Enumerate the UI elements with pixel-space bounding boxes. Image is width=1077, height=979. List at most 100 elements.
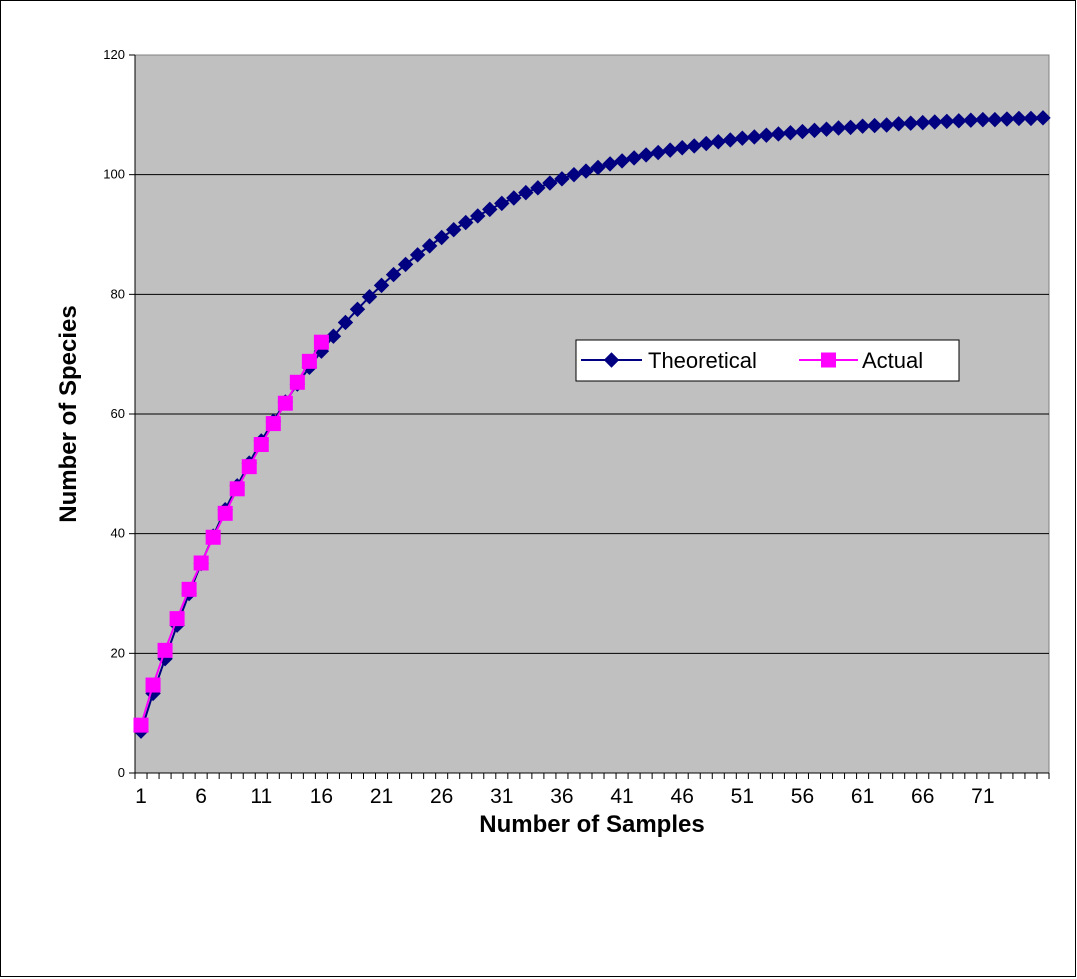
theoretical-point <box>361 289 378 305</box>
y-tick-label: 120 <box>103 47 125 62</box>
theoretical-point <box>542 175 558 191</box>
y-tick-label: 100 <box>103 167 125 182</box>
y-axis-title: Number of Species <box>55 305 82 522</box>
theoretical-point <box>722 132 739 148</box>
actual-point <box>229 481 245 497</box>
actual-point <box>301 353 317 369</box>
x-tick-label: 66 <box>911 785 934 808</box>
x-tick-label: 31 <box>490 785 513 808</box>
theoretical-point <box>506 190 522 206</box>
theoretical-point <box>409 247 426 263</box>
theoretical-point <box>939 113 955 130</box>
theoretical-point <box>710 134 726 150</box>
theoretical-point <box>746 129 763 145</box>
actual-point <box>253 437 269 453</box>
theoretical-point <box>445 222 462 238</box>
legend-item-theoretical: Theoretical <box>581 348 757 373</box>
legend: Theoretical Actual <box>575 339 960 382</box>
theoretical-point <box>915 114 931 131</box>
y-tick-label: 0 <box>118 765 125 780</box>
actual-point <box>205 529 221 545</box>
actual-point <box>193 555 209 571</box>
theoretical-point <box>458 214 474 231</box>
x-tick-label: 11 <box>250 785 272 808</box>
legend-label: Theoretical <box>648 348 757 373</box>
actual-point <box>277 395 293 411</box>
theoretical-point <box>325 328 342 344</box>
theoretical-point <box>782 125 799 141</box>
theoretical-point <box>698 135 714 152</box>
theoretical-point <box>866 117 883 134</box>
theoretical-point <box>349 301 366 317</box>
theoretical-point <box>734 130 751 146</box>
theoretical-point <box>927 114 943 130</box>
theoretical-point <box>482 201 498 218</box>
x-tick-label: 6 <box>195 785 207 808</box>
legend-marker <box>821 352 836 368</box>
y-tick-label: 60 <box>111 406 125 421</box>
theoretical-point <box>902 115 919 131</box>
gridlines <box>135 174 1049 654</box>
theoretical-point <box>770 126 787 142</box>
theoretical-point <box>818 121 835 137</box>
actual-point <box>169 611 185 627</box>
actual-point <box>289 374 305 390</box>
theoretical-point <box>566 166 582 183</box>
x-tick-label: 41 <box>610 785 633 808</box>
actual-point <box>133 717 149 733</box>
theoretical-point <box>1035 110 1051 126</box>
x-tick-label: 1 <box>135 785 147 808</box>
series-layer <box>133 110 1051 739</box>
actual-point <box>241 459 257 475</box>
axes <box>129 54 1050 779</box>
x-tick-label: 21 <box>370 785 393 808</box>
theoretical-point <box>494 195 510 212</box>
x-tick-label: 36 <box>550 785 573 808</box>
theoretical-point <box>842 119 859 136</box>
theoretical-point <box>806 122 823 139</box>
theoretical-point <box>614 153 630 169</box>
theoretical-point <box>530 180 546 196</box>
x-tick-label: 26 <box>430 785 453 808</box>
theoretical-point <box>554 171 570 187</box>
theoretical-point <box>373 277 390 294</box>
theoretical-point <box>518 184 534 201</box>
x-tick-label: 16 <box>310 785 333 808</box>
x-tick-label: 56 <box>791 785 814 808</box>
theoretical-point <box>830 120 847 136</box>
actual-point <box>157 642 173 658</box>
theoretical-point <box>433 229 450 246</box>
x-tick-label: 51 <box>731 785 754 808</box>
x-tick-labels: 1 6 11 16 21 26 31 36 41 46 51 56 61 66 71 <box>135 785 994 808</box>
theoretical-point <box>385 266 402 283</box>
y-tick-label: 80 <box>111 286 125 301</box>
theoretical-point <box>397 256 414 273</box>
theoretical-point <box>590 159 606 176</box>
x-axis-title: Number of Samples <box>479 811 704 838</box>
theoretical-point <box>674 140 690 156</box>
theoretical-point <box>987 111 1003 128</box>
theoretical-point <box>1023 110 1039 127</box>
theoretical-point <box>758 127 775 143</box>
theoretical-point <box>794 123 811 140</box>
legend-item-actual: Actual <box>799 348 923 373</box>
theoretical-point <box>602 156 618 172</box>
legend-label: Actual <box>862 348 923 373</box>
theoretical-point <box>878 117 895 133</box>
theoretical-point <box>578 163 594 179</box>
actual-point <box>145 677 161 693</box>
theoretical-point <box>1011 110 1027 127</box>
y-tick-label: 40 <box>111 526 125 541</box>
actual-point <box>313 334 329 350</box>
theoretical-point <box>963 112 979 128</box>
x-tick-label: 61 <box>851 785 874 808</box>
actual-point <box>181 581 197 597</box>
theoretical-point <box>999 111 1015 127</box>
y-tick-label: 20 <box>111 645 125 660</box>
actual-point <box>265 416 281 432</box>
series-actual <box>133 334 329 733</box>
x-tick-label: 46 <box>671 785 694 808</box>
theoretical-point <box>854 118 871 134</box>
